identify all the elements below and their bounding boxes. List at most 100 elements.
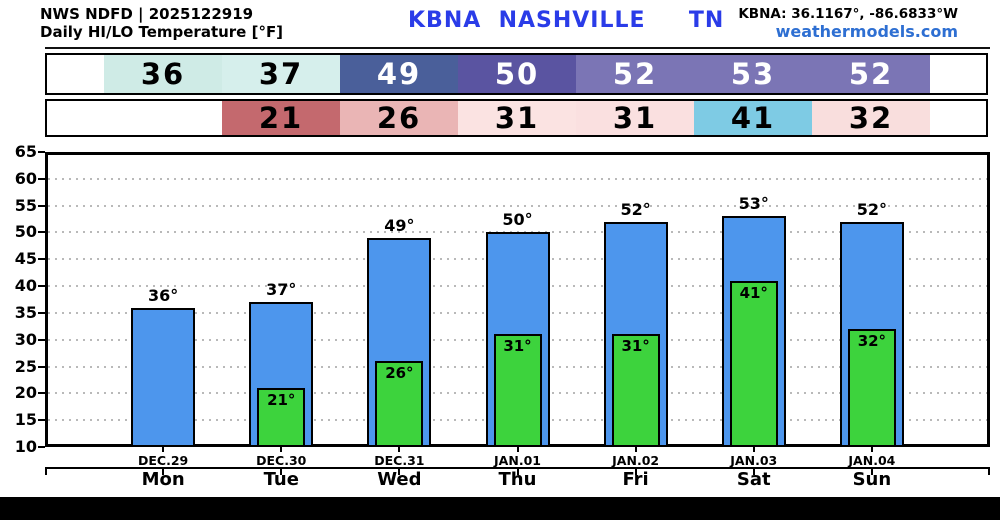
header-divider — [45, 47, 990, 49]
temperature-bar-chart: 10 15 20 25 30 35 40 45 50 55 60 65 36° DEC.29 37° 21° D… — [15, 143, 990, 468]
lo-bar-value-label: 31° — [621, 337, 650, 356]
lo-bar — [257, 388, 306, 447]
date-label: DEC.30 — [256, 453, 307, 468]
lo-bar — [847, 329, 896, 447]
date-label: JAN.02 — [612, 453, 660, 468]
hi-bar-value-label: 36° — [147, 285, 179, 305]
model-run-label: NWS NDFD | 2025122919 — [40, 5, 254, 23]
y-axis-label: 45 — [14, 249, 37, 269]
station-coordinates: KBNA: 36.1167°, -86.6833°W — [738, 6, 958, 22]
date-label: JAN.03 — [730, 453, 778, 468]
gridline-60 — [48, 177, 987, 180]
day-tick — [280, 467, 283, 475]
lo-strip-cell: 31 — [576, 101, 694, 135]
date-label: DEC.29 — [138, 453, 189, 468]
hi-strip-cell: 37 — [222, 55, 340, 93]
day-tick — [516, 467, 519, 475]
hi-bar-value-label: 52° — [856, 199, 887, 219]
hi-strip-cell: 52 — [576, 55, 694, 93]
day-label: Sat — [736, 469, 771, 490]
header-right: KBNA: 36.1167°, -86.6833°W weathermodels… — [738, 6, 958, 40]
day-label: Sun — [852, 469, 892, 490]
y-axis-tick — [38, 177, 45, 180]
x-axis-tick — [516, 447, 519, 452]
y-axis-label: 30 — [14, 329, 37, 349]
lo-strip-cell: 32 — [812, 101, 930, 135]
day-tick — [634, 467, 637, 475]
y-axis-label: 50 — [14, 222, 37, 242]
y-axis-tick — [38, 338, 45, 341]
y-axis-tick — [38, 151, 45, 153]
y-axis-tick — [38, 311, 45, 314]
y-axis-tick — [38, 392, 45, 395]
date-label: JAN.04 — [848, 453, 896, 468]
date-label: DEC.31 — [374, 453, 425, 468]
hi-bar-value-label: 50° — [502, 210, 533, 230]
hi-strip-cell: 36 — [104, 55, 222, 93]
hi-temperature-strip: 36 37 49 50 52 53 52 — [45, 53, 988, 95]
hi-strip-cell: 50 — [458, 55, 576, 93]
header-left: NWS NDFD | 2025122919 Daily HI/LO Temper… — [40, 5, 283, 41]
lo-strip-cell: 26 — [340, 101, 458, 135]
hi-strip-cell: 49 — [340, 55, 458, 93]
ruler-end-tick — [988, 467, 990, 475]
x-axis-tick — [634, 447, 637, 452]
y-axis-tick — [38, 258, 45, 261]
y-axis-label: 55 — [14, 195, 37, 215]
date-label: JAN.01 — [494, 453, 541, 468]
y-axis-label: 60 — [14, 168, 37, 188]
x-axis-tick — [162, 447, 165, 452]
day-label: Fri — [622, 469, 649, 490]
hi-bar-value-label: 52° — [620, 199, 651, 219]
lo-strip-cell: 31 — [458, 101, 576, 135]
y-axis-label: 65 — [14, 142, 37, 161]
hi-strip-cell: 53 — [694, 55, 812, 93]
y-axis-label: 20 — [14, 383, 37, 403]
y-axis-tick — [38, 285, 45, 288]
lo-bar-value-label: 31° — [503, 337, 532, 356]
day-tick — [162, 467, 165, 475]
day-label: Wed — [377, 469, 422, 490]
lo-strip-cell: 41 — [694, 101, 812, 135]
hi-bar-value-label: 53° — [738, 194, 769, 214]
lo-bar — [493, 334, 542, 447]
y-axis-label: 40 — [14, 276, 37, 296]
y-axis-tick — [38, 446, 45, 448]
x-axis-tick — [280, 447, 283, 452]
day-tick — [752, 467, 755, 475]
x-axis-tick — [870, 447, 873, 452]
lo-bar-value-label: 41° — [739, 283, 768, 302]
hi-strip-cell: 52 — [812, 55, 930, 93]
day-tick — [398, 467, 401, 475]
y-axis-label: 15 — [14, 410, 37, 430]
lo-bar-value-label: 21° — [267, 391, 296, 409]
hi-bar-value-label: 49° — [384, 215, 415, 235]
hi-bar — [131, 307, 196, 447]
day-label: Thu — [498, 469, 537, 490]
product-label: Daily HI/LO Temperature [°F] — [40, 23, 284, 41]
lo-bar — [375, 361, 424, 447]
footer-bar — [0, 497, 1000, 520]
y-axis-tick — [38, 365, 45, 368]
y-axis-label: 25 — [14, 356, 37, 376]
x-axis-tick — [398, 447, 401, 452]
y-axis-tick — [38, 204, 45, 207]
station-title: KBNA NASHVILLE TN — [408, 8, 725, 33]
day-label: Mon — [141, 469, 185, 490]
ruler-end-tick — [45, 467, 47, 475]
gridline-55 — [48, 204, 987, 207]
y-axis-label: 10 — [14, 437, 37, 456]
lo-bar — [611, 334, 660, 447]
lo-bar-value-label: 26° — [385, 364, 414, 383]
hi-bar-value-label: 37° — [266, 280, 297, 300]
lo-bar — [729, 280, 778, 447]
day-label: Tue — [263, 469, 299, 490]
x-axis-tick — [752, 447, 755, 452]
lo-temperature-strip: 21 26 31 31 41 32 — [45, 99, 988, 137]
y-axis-label: 35 — [14, 302, 37, 322]
y-axis-tick — [38, 419, 45, 422]
lo-bar-value-label: 32° — [857, 332, 887, 350]
lo-strip-cell: 21 — [222, 101, 340, 135]
y-axis-tick — [38, 231, 45, 234]
